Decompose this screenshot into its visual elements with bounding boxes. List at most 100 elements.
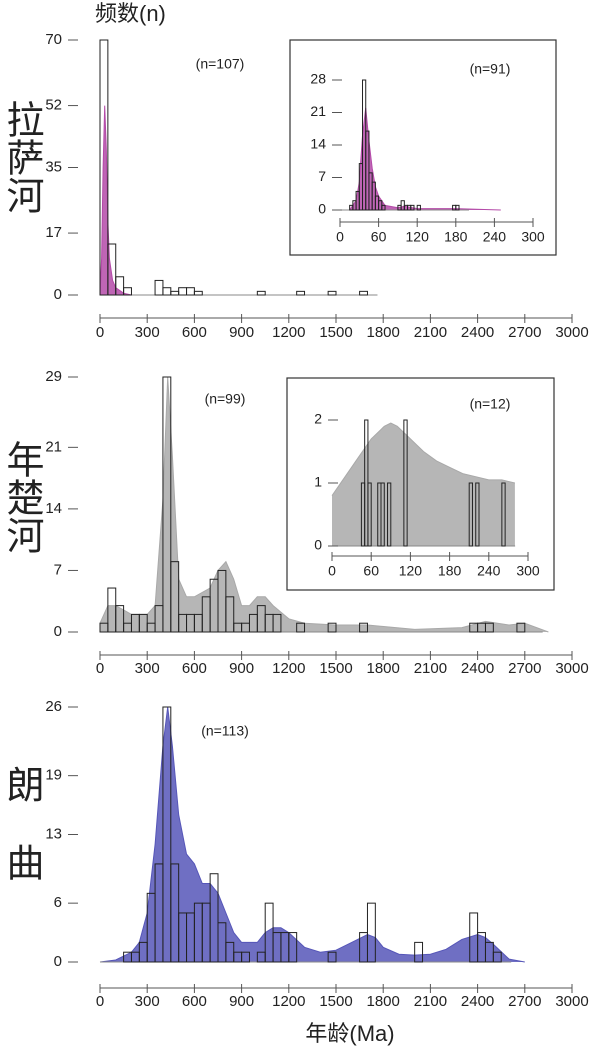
- x-tick-label: 60: [371, 229, 387, 245]
- bar: [475, 482, 480, 547]
- x-tick-label: 1800: [367, 324, 400, 341]
- bar: [288, 932, 298, 963]
- bar: [193, 290, 203, 296]
- x-tick-label: 2700: [508, 993, 541, 1010]
- bar: [327, 951, 337, 963]
- x-tick-label: 0: [96, 324, 104, 341]
- annotation: (n=99): [205, 391, 246, 407]
- bar: [115, 605, 125, 633]
- bar: [380, 482, 385, 547]
- bar: [241, 951, 250, 963]
- y-tick-label: 0: [54, 953, 62, 970]
- x-tick-label: 300: [135, 324, 160, 341]
- x-tick-label: 600: [182, 993, 207, 1010]
- x-tick-label: 1200: [272, 993, 305, 1010]
- row-label: 年楚河: [0, 440, 44, 554]
- bar: [162, 287, 172, 296]
- bar: [154, 279, 164, 296]
- x-tick-label: 2100: [414, 993, 447, 1010]
- x-tick-label: 300: [135, 660, 160, 677]
- bar: [468, 482, 473, 547]
- x-tick-label: 2100: [414, 660, 447, 677]
- y-tick-label: 14: [310, 136, 326, 152]
- y-tick-label: 17: [45, 224, 62, 241]
- y-tick-label: 35: [45, 158, 62, 175]
- x-tick-label: 2400: [461, 660, 494, 677]
- bar: [484, 622, 494, 633]
- y-tick-label: 2: [314, 411, 322, 427]
- y-axis-label: 频数(n): [95, 1, 166, 26]
- bar: [162, 376, 172, 633]
- x-tick-label: 3000: [555, 993, 588, 1010]
- bar: [359, 622, 368, 633]
- bar: [416, 204, 421, 211]
- bar: [366, 902, 376, 963]
- x-tick-label: 240: [477, 563, 501, 579]
- row-label: 朗曲: [0, 765, 44, 921]
- bar: [492, 951, 502, 963]
- kde-curve: [99, 706, 525, 963]
- annotation: (n=113): [201, 723, 249, 739]
- x-tick-label: 240: [483, 229, 507, 245]
- x-tick-label: 0: [328, 563, 336, 579]
- bar: [403, 419, 408, 547]
- bar: [327, 622, 337, 633]
- bar: [115, 276, 125, 296]
- bar: [501, 482, 506, 547]
- annotation: (n=91): [470, 61, 511, 77]
- bar: [327, 290, 337, 296]
- bar: [365, 130, 370, 211]
- kde-fill: [100, 707, 525, 962]
- bar: [359, 290, 368, 296]
- x-tick-label: 600: [182, 324, 207, 341]
- bar: [186, 287, 195, 296]
- y-tick-label: 21: [310, 103, 326, 119]
- x-tick-label: 3000: [555, 660, 588, 677]
- bar: [414, 941, 424, 963]
- bar: [225, 596, 235, 633]
- y-tick-label: 28: [310, 71, 326, 87]
- y-tick-label: 0: [314, 537, 322, 553]
- x-tick-label: 2400: [461, 993, 494, 1010]
- bar: [516, 622, 526, 633]
- x-tick-label: 180: [438, 563, 462, 579]
- annotation: (n=107): [196, 56, 245, 72]
- bar: [455, 204, 460, 211]
- x-tick-label: 180: [444, 229, 468, 245]
- bar: [170, 561, 180, 633]
- bar: [410, 204, 415, 211]
- x-tick-label: 2700: [508, 324, 541, 341]
- y-tick-label: 26: [45, 698, 62, 715]
- x-tick-label: 2100: [414, 324, 447, 341]
- annotation: (n=12): [470, 396, 511, 412]
- x-tick-label: 1200: [272, 660, 305, 677]
- y-tick-label: 52: [45, 97, 62, 114]
- y-tick-label: 1: [314, 474, 322, 490]
- bar: [367, 482, 372, 547]
- bar: [381, 204, 386, 211]
- y-tick-label: 6: [54, 894, 62, 911]
- y-tick-label: 7: [318, 168, 326, 184]
- x-tick-label: 900: [229, 993, 254, 1010]
- y-tick-label: 70: [45, 31, 62, 48]
- y-tick-label: 21: [45, 438, 62, 455]
- x-tick-label: 120: [406, 229, 430, 245]
- x-tick-label: 900: [229, 660, 254, 677]
- x-tick-label: 0: [336, 229, 344, 245]
- bar: [123, 287, 132, 296]
- x-tick-label: 600: [182, 660, 207, 677]
- bar: [178, 287, 188, 296]
- x-tick-label: 900: [229, 324, 254, 341]
- bar: [272, 613, 282, 633]
- x-tick-label: 300: [516, 563, 540, 579]
- x-tick-label: 60: [363, 563, 379, 579]
- x-tick-label: 1800: [367, 660, 400, 677]
- y-tick-label: 29: [45, 368, 62, 385]
- y-tick-label: 7: [54, 561, 62, 578]
- row-label: 拉萨河: [0, 100, 44, 214]
- inset-frame: [289, 39, 557, 256]
- y-tick-label: 0: [54, 286, 62, 303]
- bar: [296, 290, 306, 296]
